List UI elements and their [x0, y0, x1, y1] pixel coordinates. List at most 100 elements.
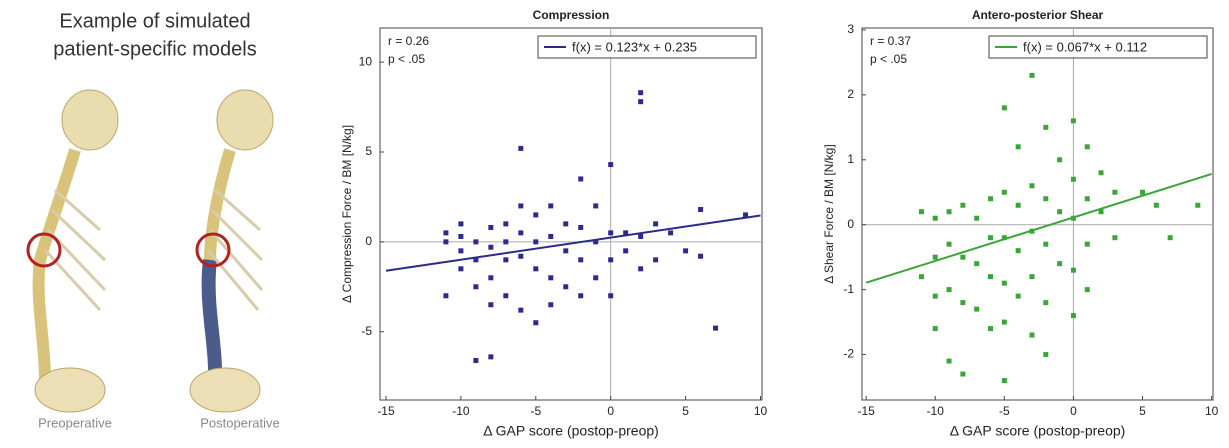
- point: [488, 302, 494, 308]
- y-tick-label: 2: [847, 87, 854, 101]
- x-tick-label: 5: [682, 404, 689, 418]
- point: [1029, 183, 1035, 189]
- point: [503, 221, 509, 227]
- point: [653, 221, 659, 227]
- chart-title: Compression: [533, 8, 610, 22]
- point: [668, 230, 674, 236]
- plot-area: [861, 27, 1214, 401]
- point: [1098, 170, 1104, 176]
- annotation: r = 0.37: [870, 34, 911, 48]
- point: [946, 209, 952, 215]
- point: [988, 274, 994, 280]
- point: [1001, 319, 1007, 325]
- point: [488, 224, 494, 230]
- point: [548, 203, 554, 209]
- point: [1015, 202, 1021, 208]
- point: [473, 239, 479, 245]
- panel-title: Example of simulated: [59, 10, 250, 32]
- x-tick-label: 5: [1139, 404, 1146, 418]
- model-label: Preoperative: [38, 415, 112, 430]
- point: [458, 233, 464, 239]
- point: [623, 248, 629, 254]
- point: [518, 253, 524, 259]
- point: [974, 215, 980, 221]
- point: [443, 230, 449, 236]
- y-tick-label: -1: [843, 282, 854, 296]
- point: [1084, 144, 1090, 150]
- point: [473, 357, 479, 363]
- point: [593, 239, 599, 245]
- point: [473, 257, 479, 263]
- x-tick-label: 0: [607, 404, 614, 418]
- point: [608, 293, 614, 299]
- point: [932, 254, 938, 260]
- model-panel: Example of simulated patient-specific mo…: [26, 10, 280, 430]
- point: [932, 326, 938, 332]
- point: [1001, 280, 1007, 286]
- point: [1029, 332, 1035, 338]
- point: [946, 241, 952, 247]
- point: [1070, 118, 1076, 124]
- point: [713, 325, 719, 331]
- point: [638, 99, 644, 105]
- point: [698, 253, 704, 259]
- point: [443, 293, 449, 299]
- y-tick-label: 5: [365, 144, 372, 158]
- point: [548, 275, 554, 281]
- point: [458, 248, 464, 254]
- x-tick-label: -5: [999, 404, 1010, 418]
- point: [578, 176, 584, 182]
- point: [698, 207, 704, 213]
- point: [488, 275, 494, 281]
- point: [1057, 261, 1063, 267]
- point: [1043, 124, 1049, 130]
- point: [503, 257, 509, 263]
- point: [623, 230, 629, 236]
- point: [918, 209, 924, 215]
- point: [1112, 189, 1118, 195]
- point: [743, 212, 749, 218]
- x-tick-label: -15: [377, 404, 395, 418]
- y-tick-label: 0: [847, 217, 854, 231]
- point: [1001, 235, 1007, 241]
- point: [1001, 378, 1007, 384]
- point: [1070, 176, 1076, 182]
- point: [988, 326, 994, 332]
- point: [518, 145, 524, 151]
- point: [1153, 202, 1159, 208]
- point: [1043, 352, 1049, 358]
- point: [960, 202, 966, 208]
- point: [473, 284, 479, 290]
- point: [1070, 267, 1076, 273]
- point: [533, 212, 539, 218]
- point: [578, 293, 584, 299]
- x-axis-label: Δ GAP score (postop-preop): [483, 423, 659, 439]
- point: [946, 358, 952, 364]
- x-tick-label: -15: [857, 404, 875, 418]
- point: [988, 235, 994, 241]
- point: [1057, 209, 1063, 215]
- annotation: p < .05: [388, 52, 425, 66]
- point: [443, 239, 449, 245]
- point: [1084, 196, 1090, 202]
- fit-line: [385, 214, 761, 272]
- point: [563, 221, 569, 227]
- point: [946, 287, 952, 293]
- panel-title: patient-specific models: [53, 38, 256, 60]
- x-tick-label: -10: [927, 404, 945, 418]
- skeleton-preop: [26, 89, 119, 413]
- point: [458, 221, 464, 227]
- point: [518, 203, 524, 209]
- point: [638, 90, 644, 96]
- x-tick-label: -5: [530, 404, 541, 418]
- point: [974, 261, 980, 267]
- point: [1167, 235, 1173, 241]
- point: [518, 230, 524, 236]
- legend: [988, 35, 1208, 59]
- point: [1070, 313, 1076, 319]
- annotation: p < .05: [870, 52, 907, 66]
- point: [960, 254, 966, 260]
- point: [932, 215, 938, 221]
